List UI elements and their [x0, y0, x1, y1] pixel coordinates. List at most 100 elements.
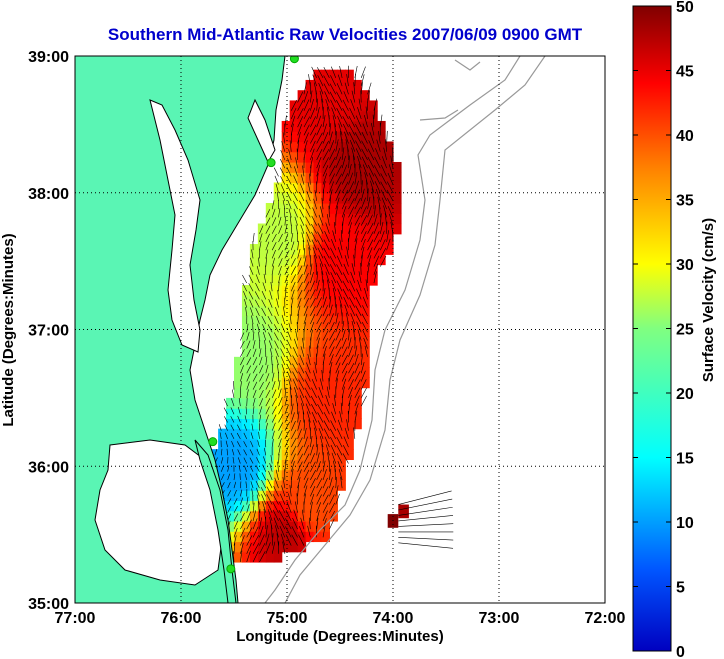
- velocity-cell: [234, 356, 243, 368]
- velocity-cell: [313, 479, 323, 491]
- velocity-vector: [256, 487, 260, 497]
- velocity-vector: [349, 305, 356, 316]
- velocity-vector: [272, 509, 279, 522]
- velocity-vector: [297, 240, 300, 251]
- velocity-cell: [297, 315, 307, 327]
- velocity-vector: [379, 213, 382, 226]
- velocity-vector: [240, 381, 242, 390]
- velocity-vector: [390, 155, 394, 169]
- velocity-cell: [353, 120, 362, 132]
- velocity-cell: [329, 172, 338, 184]
- velocity-cell: [289, 346, 299, 358]
- velocity-cell: [345, 213, 354, 225]
- velocity-cell: [265, 531, 275, 543]
- velocity-cell: [321, 367, 330, 378]
- velocity-vector: [282, 132, 286, 144]
- velocity-vector: [252, 518, 258, 530]
- velocity-vector: [355, 297, 362, 308]
- velocity-vector: [284, 241, 290, 251]
- velocity-vector: [255, 307, 260, 316]
- velocity-cell: [305, 213, 315, 225]
- velocity-vector: [316, 478, 323, 489]
- velocity-cell: [385, 161, 394, 173]
- colorbar-tick-label: 45: [676, 64, 694, 81]
- velocity-vector: [351, 147, 356, 161]
- velocity-vector: [339, 65, 343, 78]
- velocity-cell: [321, 110, 330, 122]
- velocity-vector: [259, 542, 266, 554]
- velocity-vector: [290, 107, 297, 120]
- velocity-cell: [289, 356, 299, 368]
- velocity-cell: [257, 254, 267, 266]
- velocity-cell: [305, 233, 315, 245]
- velocity-cell: [226, 418, 235, 430]
- velocity-vector: [373, 271, 377, 284]
- velocity-cell: [257, 223, 267, 235]
- velocity-cell: [329, 315, 338, 327]
- velocity-vector: [337, 288, 343, 300]
- velocity-cell: [265, 397, 275, 409]
- velocity-cell: [297, 367, 307, 378]
- velocity-cell: [329, 151, 338, 163]
- velocity-vector: [245, 307, 248, 316]
- velocity-cell: [337, 100, 346, 112]
- velocity-cell: [313, 428, 323, 440]
- velocity-vector: [317, 75, 324, 87]
- velocity-vector: [329, 494, 335, 505]
- colorbar-tick-label: 20: [676, 386, 694, 403]
- velocity-vector: [303, 321, 306, 333]
- velocity-vector: [250, 257, 254, 267]
- velocity-cell: [321, 459, 330, 471]
- velocity-cell: [361, 110, 370, 122]
- velocity-vector: [322, 181, 326, 193]
- velocity-cell: [297, 141, 307, 153]
- velocity-cell: [249, 305, 259, 317]
- velocity-cell: [361, 131, 370, 143]
- velocity-cell: [329, 244, 338, 255]
- velocity-cell: [281, 315, 291, 327]
- velocity-vector: [342, 116, 349, 128]
- velocity-cell: [337, 274, 346, 286]
- velocity-vector: [304, 379, 311, 390]
- colorbar-tick-label: 5: [676, 580, 685, 597]
- velocity-cell: [337, 141, 346, 153]
- velocity-cell: [273, 254, 283, 266]
- velocity-cell: [265, 346, 275, 358]
- velocity-vector: [360, 395, 367, 407]
- velocity-vector: [293, 208, 298, 218]
- radar-station-marker: [289, 56, 299, 64]
- velocity-vector: [233, 505, 238, 513]
- velocity-vector: [310, 493, 315, 505]
- velocity-vector: [333, 221, 337, 234]
- velocity-vector: [259, 381, 264, 390]
- velocity-vector: [323, 247, 330, 259]
- velocity-vector: [297, 116, 304, 128]
- velocity-vector: [367, 231, 374, 243]
- velocity-vector: [329, 173, 335, 185]
- velocity-vector: [360, 254, 363, 267]
- velocity-vector: [354, 172, 358, 185]
- velocity-cell: [313, 449, 323, 461]
- velocity-cell: [257, 346, 267, 358]
- velocity-vector: [348, 288, 356, 300]
- velocity-vector: [338, 468, 343, 481]
- velocity-cell: [369, 254, 378, 266]
- velocity-cell: [353, 315, 362, 327]
- velocity-vector: [246, 550, 251, 563]
- velocity-vector: [348, 198, 355, 210]
- velocity-vector: [324, 231, 330, 243]
- velocity-vector: [274, 315, 279, 325]
- velocity-cell: [305, 459, 315, 471]
- velocity-cell: [226, 479, 235, 491]
- velocity-cell: [385, 182, 394, 194]
- velocity-vector: [256, 457, 260, 464]
- velocity-cell: [377, 161, 386, 173]
- colorbar-tick-label: 35: [676, 193, 694, 210]
- velocity-cell: [321, 90, 330, 102]
- velocity-cell: [289, 541, 299, 553]
- velocity-cell: [353, 254, 362, 266]
- velocity-vector: [280, 323, 286, 333]
- velocity-vector: [314, 427, 317, 439]
- velocity-cell: [385, 192, 394, 204]
